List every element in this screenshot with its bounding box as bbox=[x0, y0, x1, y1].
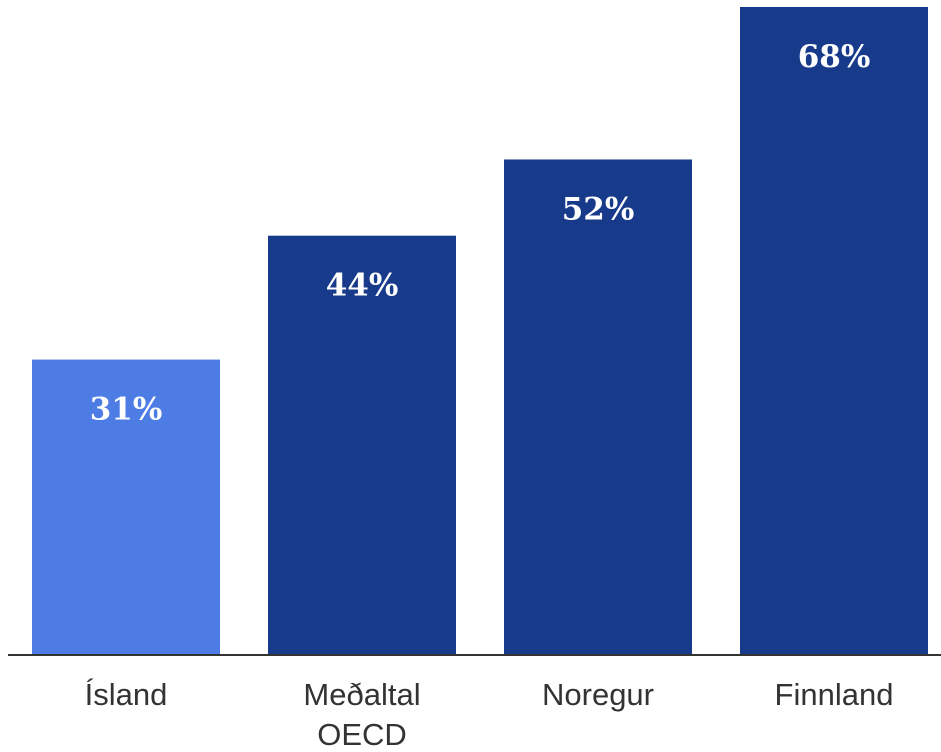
bar-1 bbox=[268, 235, 456, 656]
bar-0 bbox=[32, 359, 220, 655]
category-label-line: OECD bbox=[317, 717, 407, 752]
category-label-1: Meðaltal OECD bbox=[303, 677, 420, 752]
category-label-2: Noregur bbox=[542, 677, 654, 712]
bar-3 bbox=[740, 7, 928, 655]
category-label-3: Finnland bbox=[775, 677, 894, 712]
bar-value-label-3: 68% bbox=[798, 39, 871, 75]
category-label-0: Ísland bbox=[85, 677, 168, 712]
category-labels-group: Ísland Meðaltal OECD Noregur Finnland bbox=[85, 677, 894, 752]
category-label-line: Ísland bbox=[85, 677, 168, 712]
value-labels-group: 31% 44% 52% 68% bbox=[90, 39, 871, 428]
bars-group bbox=[32, 7, 928, 656]
category-label-line: Meðaltal bbox=[303, 677, 420, 712]
category-label-line: Finnland bbox=[775, 677, 894, 712]
bar-value-label-1: 44% bbox=[326, 268, 399, 304]
bar-value-label-0: 31% bbox=[90, 392, 163, 428]
bar-2 bbox=[504, 159, 692, 655]
bar-value-label-2: 52% bbox=[562, 191, 635, 227]
category-label-line: Noregur bbox=[542, 677, 654, 712]
